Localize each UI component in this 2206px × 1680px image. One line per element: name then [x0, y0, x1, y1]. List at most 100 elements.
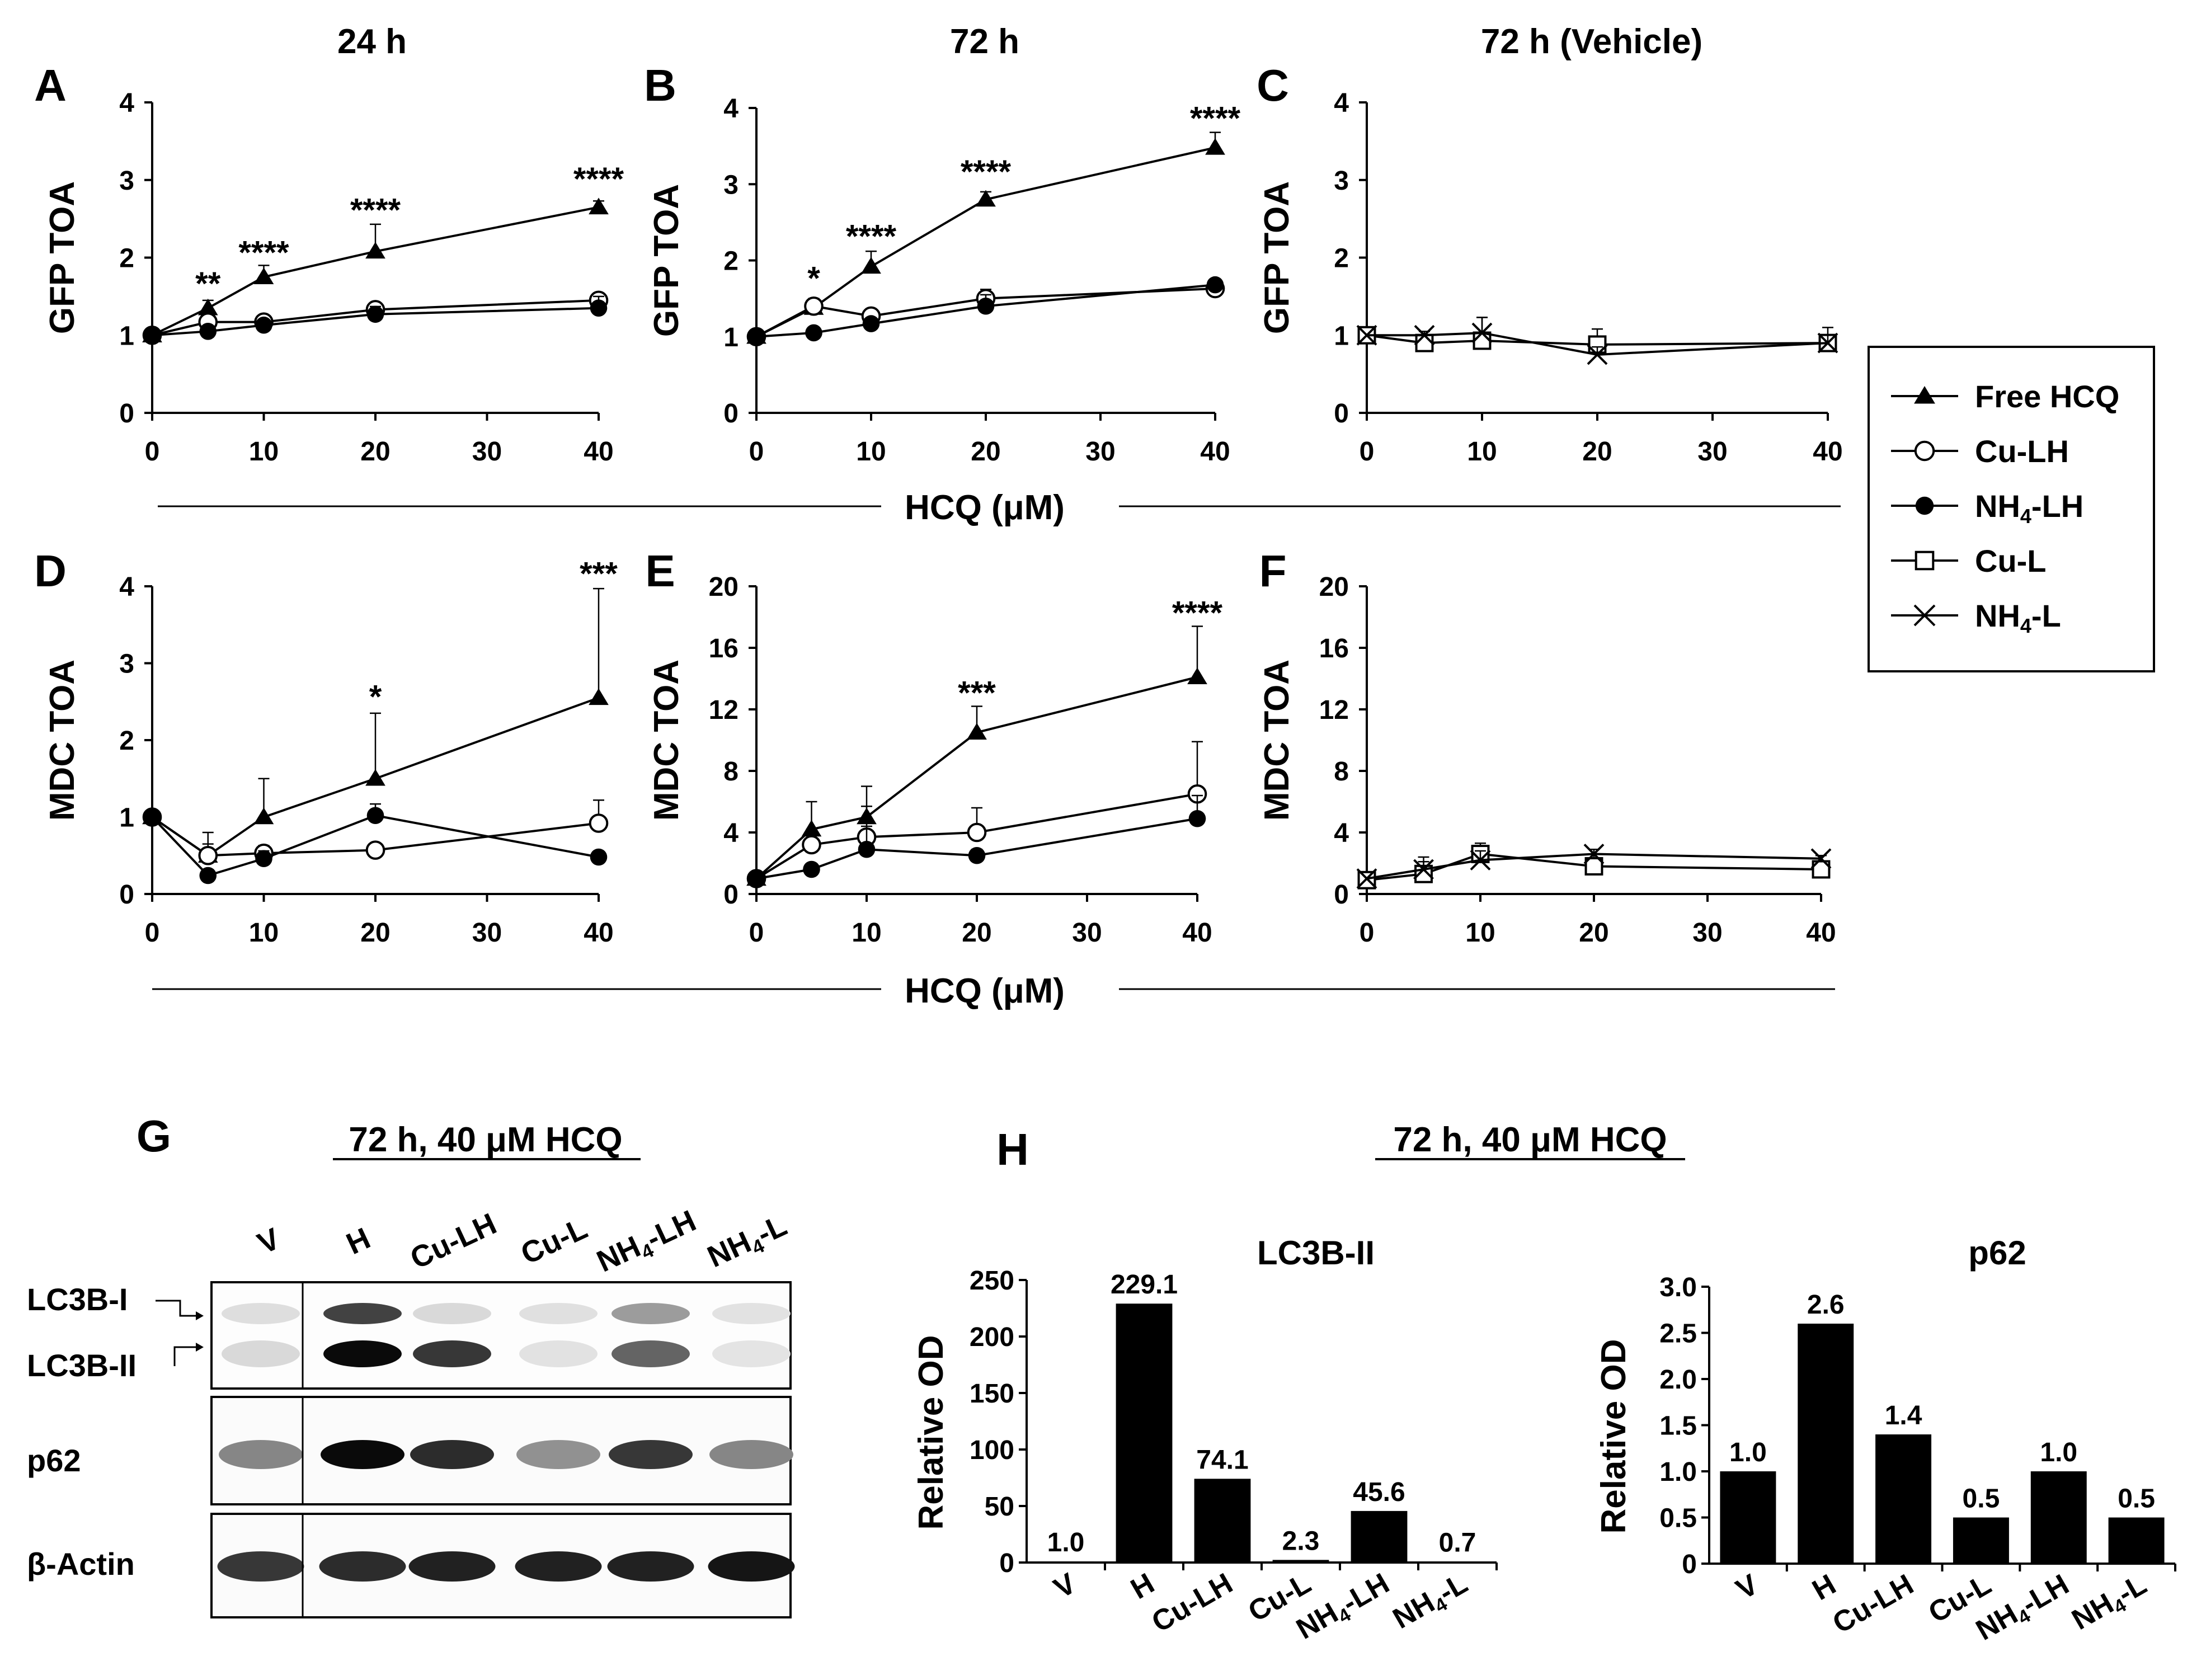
legend-marker-filled-circle-icon	[1915, 496, 1934, 515]
y-tick-label-h2: 3.0	[1659, 1273, 1697, 1302]
significance-label-d: ***	[580, 556, 618, 592]
bar-h1	[1116, 1303, 1173, 1563]
lc3b-ii-arrow-icon	[173, 1346, 196, 1366]
y-tick-label-h1: 200	[970, 1323, 1014, 1352]
band-p62	[609, 1440, 693, 1469]
bar-chart-h1: LC3B-II 0 50 100 150 200 250 Relative OD 1.0 V 229…	[912, 1234, 1498, 1646]
category-label-h1: V	[1048, 1567, 1081, 1605]
band-p62	[709, 1440, 793, 1469]
y-tick-label-b: 1	[723, 323, 739, 352]
band-p62	[321, 1440, 404, 1469]
blot-lane-label: H	[341, 1221, 375, 1261]
data-point	[366, 807, 384, 825]
significance-label-a: **	[195, 266, 221, 302]
panel-f: F 0 4 8 12 16 20 0 10 20 30 40 MDC TOA	[1258, 546, 1836, 948]
series-nh4-lh-a	[143, 295, 608, 344]
band-actin	[319, 1551, 406, 1582]
x-tick-label-d: 0	[145, 918, 160, 948]
data-point	[1817, 332, 1838, 354]
y-tick-label-f: 20	[1319, 572, 1349, 602]
x-tick-label-b: 30	[1085, 437, 1115, 467]
y-axis-label-d: MDC TOA	[43, 660, 82, 821]
band-lc3b-ii	[323, 1340, 402, 1367]
x-tick-label-b: 0	[749, 437, 764, 467]
data-point	[365, 242, 385, 259]
data-point	[590, 299, 608, 317]
data-point	[197, 298, 218, 316]
band-lc3b-i	[519, 1303, 598, 1324]
x-tick-label-a: 20	[360, 437, 390, 467]
band-lc3b-ii	[413, 1340, 491, 1367]
legend-marker-open-circle-icon	[1914, 440, 1935, 462]
series-nh4-lh-d	[143, 803, 608, 884]
data-point	[802, 835, 821, 855]
panel-letter-b: B	[644, 60, 676, 110]
x-tick-label-a: 0	[145, 437, 160, 467]
bar-h2	[1720, 1471, 1776, 1564]
legend-marker-filled-triangle-icon	[1914, 386, 1935, 404]
y-tick-label-f: 4	[1334, 818, 1349, 848]
bar-value-label-h1: 229.1	[1111, 1270, 1178, 1300]
legend-item-cu-lh: Cu-LH	[1891, 434, 2069, 469]
y-tick-label-d: 2	[119, 726, 134, 756]
blot-lc3b-membrane	[210, 1281, 792, 1390]
bar-value-label-h1: 2.3	[1282, 1526, 1320, 1556]
legend-label: Cu-L	[1975, 543, 2047, 578]
bar-value-label-h1: 1.0	[1047, 1528, 1085, 1557]
title-72h: 72 h	[950, 22, 1019, 61]
band-actin	[708, 1551, 795, 1582]
x-tick-label-c: 40	[1813, 437, 1842, 467]
bar-h2	[2108, 1517, 2165, 1564]
data-point	[1583, 844, 1605, 864]
y-tick-label-h2: 2.5	[1659, 1319, 1697, 1349]
significance-label-b: ****	[1190, 100, 1241, 137]
data-point	[366, 305, 384, 323]
blot-lane-label: NH4-L	[702, 1208, 793, 1277]
band-lc3b-i	[712, 1303, 791, 1324]
x-tick-label-f: 20	[1579, 918, 1608, 948]
panel-letter-d: D	[34, 546, 67, 596]
bar-h1	[1194, 1479, 1251, 1563]
panel-letter-e: E	[645, 546, 675, 596]
bar-h1	[1351, 1510, 1408, 1563]
y-tick-label-b: 2	[723, 247, 739, 276]
blot-row-label-p62: p62	[27, 1443, 81, 1478]
data-point	[747, 870, 765, 887]
data-point	[255, 316, 272, 334]
bar-value-label-h2: 1.0	[2040, 1438, 2077, 1467]
data-point	[1471, 322, 1493, 343]
y-tick-label-a: 3	[119, 166, 134, 196]
legend-label: NH4-LH	[1975, 488, 2083, 528]
x-tick-label-a: 30	[472, 437, 502, 467]
x-tick-label-f: 30	[1692, 918, 1722, 948]
data-point	[1587, 344, 1608, 365]
band-actin	[515, 1551, 602, 1582]
data-point	[967, 723, 987, 740]
data-point	[198, 845, 218, 865]
lc3b-i-arrowhead-icon	[196, 1311, 204, 1320]
y-axis-label-a: GFP TOA	[43, 181, 82, 334]
blot-bands	[217, 1303, 795, 1582]
y-tick-label-d: 3	[119, 650, 134, 679]
band-actin	[607, 1551, 694, 1582]
data-point	[976, 190, 996, 207]
series-nh4-lh-e	[747, 794, 1206, 887]
band-actin	[217, 1551, 304, 1582]
data-point	[365, 840, 385, 860]
data-point	[253, 807, 274, 825]
significance-label-a: ****	[350, 192, 401, 228]
y-tick-label-f: 16	[1319, 634, 1349, 663]
x-tick-label-e: 40	[1182, 918, 1212, 948]
blot-title: 72 h, 40 μM HCQ	[349, 1121, 622, 1159]
x-tick-label-b: 40	[1200, 437, 1230, 467]
data-point	[977, 297, 995, 315]
data-point	[801, 820, 822, 837]
x-tick-label-b: 20	[971, 437, 1000, 467]
title-24h: 24 h	[337, 22, 407, 61]
data-point	[747, 328, 765, 346]
data-point	[143, 326, 161, 344]
